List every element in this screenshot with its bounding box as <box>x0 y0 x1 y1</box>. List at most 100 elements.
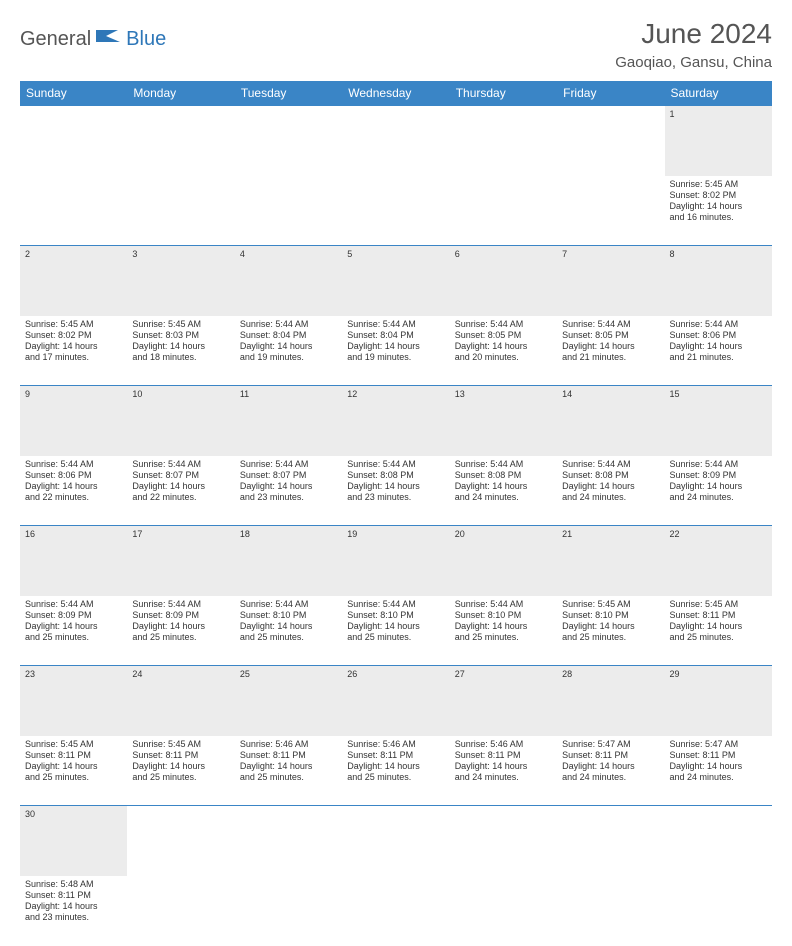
week-content-row: Sunrise: 5:45 AMSunset: 8:02 PMDaylight:… <box>20 316 772 386</box>
sunset-text: Sunset: 8:11 PM <box>670 610 767 621</box>
day2-text: and 21 minutes. <box>562 352 659 363</box>
day-number-cell: 9 <box>20 386 127 456</box>
day1-text: Daylight: 14 hours <box>240 621 337 632</box>
weekday-header-row: Sunday Monday Tuesday Wednesday Thursday… <box>20 81 772 106</box>
day-cell: Sunrise: 5:44 AMSunset: 8:09 PMDaylight:… <box>20 596 127 666</box>
day-cell: Sunrise: 5:44 AMSunset: 8:10 PMDaylight:… <box>450 596 557 666</box>
weekday-header: Sunday <box>20 81 127 106</box>
sunset-text: Sunset: 8:05 PM <box>455 330 552 341</box>
sunset-text: Sunset: 8:08 PM <box>455 470 552 481</box>
day1-text: Daylight: 14 hours <box>25 901 122 912</box>
day-cell <box>342 176 449 246</box>
day1-text: Daylight: 14 hours <box>670 621 767 632</box>
sunset-text: Sunset: 8:11 PM <box>562 750 659 761</box>
day-cell: Sunrise: 5:44 AMSunset: 8:06 PMDaylight:… <box>20 456 127 526</box>
sunrise-text: Sunrise: 5:44 AM <box>455 319 552 330</box>
sunrise-text: Sunrise: 5:45 AM <box>670 599 767 610</box>
day2-text: and 25 minutes. <box>25 632 122 643</box>
sunset-text: Sunset: 8:03 PM <box>132 330 229 341</box>
day1-text: Daylight: 14 hours <box>25 621 122 632</box>
sunset-text: Sunset: 8:11 PM <box>670 750 767 761</box>
day-number-cell: 13 <box>450 386 557 456</box>
day2-text: and 20 minutes. <box>455 352 552 363</box>
day-cell: Sunrise: 5:45 AMSunset: 8:11 PMDaylight:… <box>20 736 127 806</box>
day2-text: and 22 minutes. <box>25 492 122 503</box>
sunrise-text: Sunrise: 5:46 AM <box>240 739 337 750</box>
day2-text: and 23 minutes. <box>347 492 444 503</box>
sunrise-text: Sunrise: 5:44 AM <box>132 459 229 470</box>
day2-text: and 25 minutes. <box>132 632 229 643</box>
day-cell: Sunrise: 5:45 AMSunset: 8:03 PMDaylight:… <box>127 316 234 386</box>
sunset-text: Sunset: 8:10 PM <box>347 610 444 621</box>
sunset-text: Sunset: 8:11 PM <box>347 750 444 761</box>
sunrise-text: Sunrise: 5:45 AM <box>132 739 229 750</box>
day-number-cell: 19 <box>342 526 449 596</box>
day2-text: and 25 minutes. <box>455 632 552 643</box>
day-number-cell: 27 <box>450 666 557 736</box>
day-cell <box>235 176 342 246</box>
day-cell: Sunrise: 5:44 AMSunset: 8:08 PMDaylight:… <box>557 456 664 526</box>
day1-text: Daylight: 14 hours <box>132 761 229 772</box>
sunset-text: Sunset: 8:06 PM <box>670 330 767 341</box>
sunrise-text: Sunrise: 5:44 AM <box>240 319 337 330</box>
day-cell <box>127 176 234 246</box>
weekday-header: Thursday <box>450 81 557 106</box>
day2-text: and 23 minutes. <box>240 492 337 503</box>
day-number-cell: 16 <box>20 526 127 596</box>
day-number-cell: 30 <box>20 806 127 876</box>
day-cell <box>665 876 772 946</box>
day2-text: and 17 minutes. <box>25 352 122 363</box>
sunset-text: Sunset: 8:04 PM <box>347 330 444 341</box>
day-number-cell: 17 <box>127 526 234 596</box>
day1-text: Daylight: 14 hours <box>562 341 659 352</box>
day-number-cell <box>127 806 234 876</box>
day-cell <box>557 876 664 946</box>
day-number-cell: 10 <box>127 386 234 456</box>
day1-text: Daylight: 14 hours <box>670 761 767 772</box>
day-cell <box>557 176 664 246</box>
day1-text: Daylight: 14 hours <box>562 621 659 632</box>
day2-text: and 23 minutes. <box>25 912 122 923</box>
day-cell: Sunrise: 5:44 AMSunset: 8:07 PMDaylight:… <box>235 456 342 526</box>
day-number-row: 2345678 <box>20 246 772 316</box>
day2-text: and 22 minutes. <box>132 492 229 503</box>
day-number-cell <box>450 806 557 876</box>
day2-text: and 21 minutes. <box>670 352 767 363</box>
day1-text: Daylight: 14 hours <box>132 481 229 492</box>
logo-text-general: General <box>20 28 91 51</box>
sunrise-text: Sunrise: 5:44 AM <box>25 459 122 470</box>
sunset-text: Sunset: 8:09 PM <box>132 610 229 621</box>
title-block: June 2024 Gaoqiao, Gansu, China <box>615 18 772 71</box>
day2-text: and 25 minutes. <box>347 772 444 783</box>
day-number-cell: 7 <box>557 246 664 316</box>
day1-text: Daylight: 14 hours <box>670 341 767 352</box>
sunset-text: Sunset: 8:08 PM <box>347 470 444 481</box>
day-cell <box>20 176 127 246</box>
location-label: Gaoqiao, Gansu, China <box>615 54 772 71</box>
sunset-text: Sunset: 8:11 PM <box>132 750 229 761</box>
day-cell: Sunrise: 5:46 AMSunset: 8:11 PMDaylight:… <box>235 736 342 806</box>
weekday-header: Saturday <box>665 81 772 106</box>
sunset-text: Sunset: 8:11 PM <box>240 750 337 761</box>
day1-text: Daylight: 14 hours <box>455 341 552 352</box>
day-number-cell: 15 <box>665 386 772 456</box>
day-number-cell: 22 <box>665 526 772 596</box>
day-number-cell: 24 <box>127 666 234 736</box>
day-cell <box>127 876 234 946</box>
day-number-cell <box>235 806 342 876</box>
sunrise-text: Sunrise: 5:45 AM <box>132 319 229 330</box>
sunrise-text: Sunrise: 5:44 AM <box>670 319 767 330</box>
day-cell: Sunrise: 5:44 AMSunset: 8:10 PMDaylight:… <box>235 596 342 666</box>
header: General Blue June 2024 Gaoqiao, Gansu, C… <box>20 18 772 71</box>
day-cell: Sunrise: 5:44 AMSunset: 8:09 PMDaylight:… <box>665 456 772 526</box>
day1-text: Daylight: 14 hours <box>670 481 767 492</box>
weekday-header: Wednesday <box>342 81 449 106</box>
day-cell: Sunrise: 5:44 AMSunset: 8:07 PMDaylight:… <box>127 456 234 526</box>
day-cell: Sunrise: 5:44 AMSunset: 8:08 PMDaylight:… <box>342 456 449 526</box>
day1-text: Daylight: 14 hours <box>25 341 122 352</box>
day-number-cell <box>20 106 127 176</box>
day-number-cell: 21 <box>557 526 664 596</box>
day2-text: and 25 minutes. <box>132 772 229 783</box>
day2-text: and 19 minutes. <box>347 352 444 363</box>
day-cell <box>450 176 557 246</box>
